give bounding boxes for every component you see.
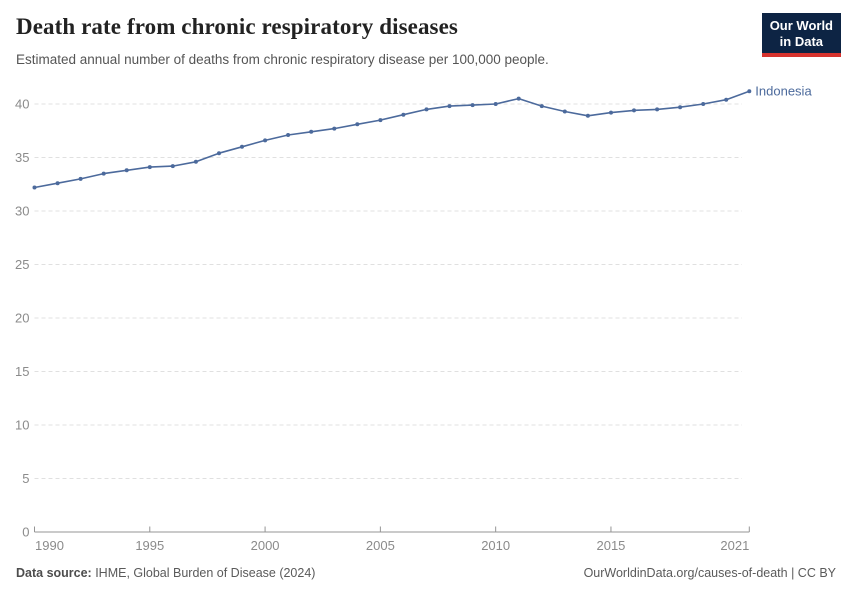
chart-footer: Data source: IHME, Global Burden of Dise… (16, 566, 836, 580)
data-source-text: IHME, Global Burden of Disease (2024) (91, 566, 316, 580)
data-point[interactable] (701, 102, 706, 106)
data-point[interactable] (747, 89, 752, 94)
y-tick-label: 25 (15, 257, 29, 272)
data-point[interactable] (401, 112, 406, 117)
y-tick-label: 15 (15, 364, 29, 379)
data-point[interactable] (493, 102, 498, 106)
data-point[interactable] (263, 138, 268, 143)
data-point[interactable] (562, 109, 567, 114)
page-title: Death rate from chronic respiratory dise… (16, 14, 458, 39)
data-point[interactable] (632, 108, 636, 113)
data-point[interactable] (655, 107, 660, 112)
data-point[interactable] (309, 129, 314, 134)
x-tick-label: 2021 (720, 538, 749, 553)
data-point[interactable] (516, 96, 521, 101)
data-source-note: Data source: IHME, Global Burden of Dise… (16, 566, 315, 580)
x-tick-label: 1995 (135, 538, 164, 553)
y-tick-label: 40 (15, 97, 29, 112)
data-point[interactable] (424, 107, 429, 112)
x-tick-label: 1990 (35, 538, 64, 553)
data-point[interactable] (724, 97, 729, 102)
data-point[interactable] (147, 165, 152, 170)
data-point[interactable] (193, 159, 198, 164)
data-point[interactable] (470, 103, 475, 108)
data-point[interactable] (240, 144, 244, 149)
data-point[interactable] (286, 133, 291, 137)
data-point[interactable] (678, 105, 683, 110)
data-point[interactable] (32, 185, 37, 190)
indonesia-line[interactable] (33, 90, 751, 189)
data-point[interactable] (539, 104, 544, 109)
y-tick-label: 10 (15, 418, 29, 433)
data-point[interactable] (585, 113, 590, 118)
data-point[interactable] (217, 151, 221, 156)
x-tick-label: 2000 (251, 538, 280, 553)
data-point[interactable] (78, 176, 83, 181)
data-source-label: Data source: (16, 566, 92, 580)
y-tick-label: 0 (22, 525, 29, 540)
data-point[interactable] (170, 164, 175, 169)
y-tick-label: 30 (15, 204, 29, 219)
data-point[interactable] (355, 122, 360, 127)
data-point[interactable] (609, 110, 613, 115)
owid-logo[interactable]: Our World in Data (761, 13, 841, 58)
y-tick-label: 5 (22, 471, 29, 486)
owid-logo-line1: Our World (769, 18, 833, 33)
license-link[interactable]: OurWorldinData.org/causes-of-death | CC … (583, 566, 836, 580)
y-tick-label: 35 (15, 150, 29, 165)
data-point[interactable] (378, 118, 383, 123)
owid-logo-line2: in Data (779, 33, 824, 49)
data-point[interactable] (55, 181, 60, 186)
data-point[interactable] (124, 168, 129, 173)
x-tick-label: 2005 (366, 538, 395, 553)
x-tick-label: 2010 (481, 538, 510, 553)
entity-label-indonesia[interactable]: Indonesia (755, 84, 812, 99)
data-point[interactable] (447, 104, 452, 109)
data-point[interactable] (101, 171, 106, 176)
y-tick-label: 20 (15, 311, 29, 326)
x-tick-label: 2015 (596, 538, 625, 553)
data-point[interactable] (332, 126, 337, 131)
chart-subtitle: Estimated annual number of deaths from c… (16, 52, 549, 67)
